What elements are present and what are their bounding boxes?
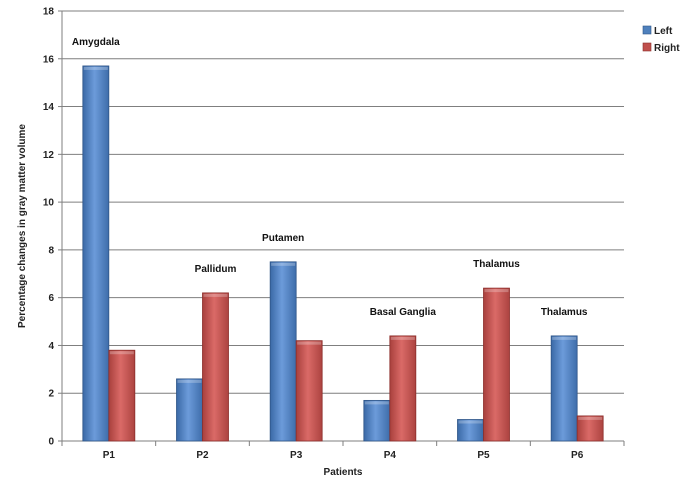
bar-highlight: [109, 351, 134, 355]
bar-highlight: [203, 293, 228, 297]
y-tick-label: 10: [43, 198, 55, 209]
bar-left-p3: [269, 261, 297, 442]
y-tick-label: 0: [48, 437, 54, 448]
y-tick-label: 16: [43, 54, 55, 65]
x-tick-label: P2: [196, 450, 209, 461]
bar-highlight: [297, 341, 322, 345]
legend-label-left: Left: [654, 26, 673, 37]
bar-highlight: [552, 336, 577, 340]
bar-highlight: [364, 401, 389, 405]
y-tick-label: 2: [48, 389, 54, 400]
bar-right-p2: [202, 292, 229, 442]
y-tick-label: 18: [43, 7, 55, 18]
annotation-label: Thalamus: [541, 307, 588, 318]
axes: [58, 10, 625, 446]
annotation-label: Amygdala: [72, 37, 120, 48]
bar-right-p4: [389, 335, 417, 442]
legend-label-right: Right: [654, 43, 680, 54]
x-axis-title: Patients: [324, 467, 363, 478]
x-tick-label: P6: [571, 450, 584, 461]
bar-highlight: [458, 420, 483, 424]
bar-right-p6: [576, 415, 604, 442]
x-tick-label: P5: [477, 450, 490, 461]
bar-left-p2: [176, 378, 203, 442]
bar-highlight: [484, 289, 509, 293]
grid-lines: [62, 10, 624, 394]
y-tick-label: 8: [48, 245, 54, 256]
bar-left-p1: [82, 65, 110, 442]
annotation-label: Putamen: [262, 233, 304, 244]
bars: [82, 65, 604, 442]
x-tick-label: P4: [384, 450, 397, 461]
annotation-label: Thalamus: [473, 259, 520, 270]
y-tick-label: 6: [48, 293, 54, 304]
bar-left-p4: [363, 399, 391, 442]
y-tick-label: 4: [48, 341, 54, 352]
bar-right-p1: [108, 349, 136, 442]
bar-highlight: [83, 66, 108, 70]
bar-right-p5: [483, 287, 510, 442]
bar-highlight: [578, 416, 603, 420]
x-tick-label: P1: [103, 450, 116, 461]
x-tick-label: P3: [290, 450, 303, 461]
bar-highlight: [271, 262, 296, 266]
annotation-label: Basal Ganglia: [370, 307, 437, 318]
bar-right-p3: [295, 340, 323, 442]
legend-swatch-left: [642, 25, 652, 35]
bar-highlight: [177, 379, 202, 383]
legend: Left Right: [642, 25, 680, 54]
bar-highlight: [390, 336, 415, 340]
annotation-label: Pallidum: [195, 264, 237, 275]
legend-swatch-right: [642, 42, 652, 52]
y-tick-label: 12: [43, 150, 55, 161]
y-axis-title: Percentage changes in gray matter volume: [17, 124, 28, 328]
labels: 0 2 4 6 8 10 12 14 16 18 P1 Amygdala P2 Pallidum P3 Put…: [17, 7, 588, 479]
bar-left-p6: [550, 335, 578, 442]
y-tick-label: 14: [43, 102, 55, 113]
